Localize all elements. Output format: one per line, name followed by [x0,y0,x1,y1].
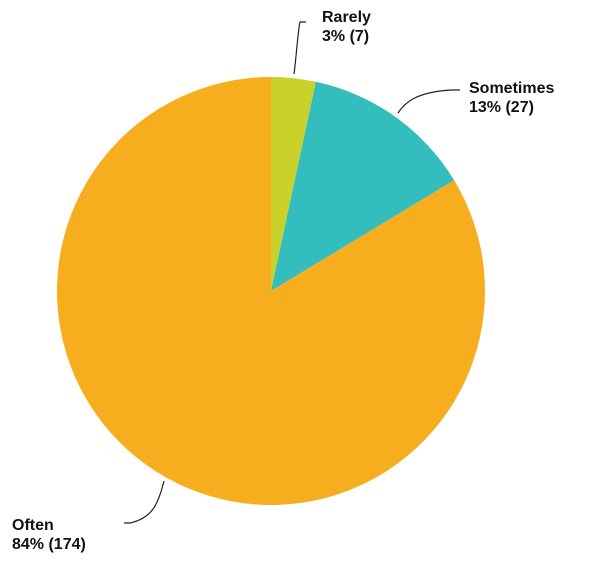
slice-label-often: Often 84% (174) [12,517,86,553]
slice-category-often: Often [12,517,54,534]
pie-slices [57,77,486,505]
leader-line-sometimes [397,89,460,114]
pie-labels: Rarely 3% (7) Sometimes 13% (27) Often 84% (1… [12,9,554,553]
leader-line-rarely [293,21,306,75]
pie-slice-rarely [271,77,316,291]
slice-label-sometimes: Sometimes 13% (27) [469,80,554,116]
pie-slice-sometimes [271,81,455,292]
slice-value-often: 84% (174) [12,536,86,553]
slice-value-rarely: 3% (7) [322,28,369,45]
leader-line-often [124,480,165,524]
slice-category-rarely: Rarely [322,9,371,26]
slice-label-rarely: Rarely 3% (7) [322,9,371,45]
pie-slice-often [57,77,486,505]
slice-category-sometimes: Sometimes [469,80,554,97]
slice-value-sometimes: 13% (27) [469,99,534,116]
